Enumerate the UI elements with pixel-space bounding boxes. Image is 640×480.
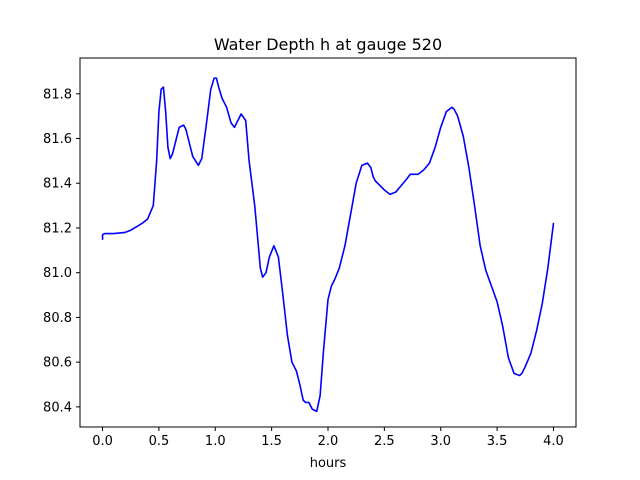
x-axis: 0.0 0.5 1.0 1.5 2.0 2.5 3.0 3.5 4.0 (92, 427, 564, 449)
x-tick-label: 0.5 (149, 434, 170, 449)
x-axis-label: hours (310, 456, 347, 471)
y-tick-label: 81.6 (43, 132, 72, 147)
x-tick-label: 2.0 (318, 434, 339, 449)
series-layer (101, 77, 555, 413)
x-tick-label: 4.0 (543, 434, 564, 449)
chart-title: Water Depth h at gauge 520 (214, 35, 442, 54)
y-tick-label: 80.4 (43, 400, 72, 415)
y-tick-label: 81.4 (43, 177, 72, 192)
x-tick-label: 1.0 (205, 434, 226, 449)
x-tick-label: 3.5 (487, 434, 508, 449)
y-tick-label: 80.8 (43, 311, 72, 326)
y-tick-label: 81.8 (43, 87, 72, 102)
x-tick-label: 3.0 (430, 434, 451, 449)
y-tick-label: 80.6 (43, 356, 72, 371)
y-tick-label: 81.0 (43, 266, 72, 281)
x-tick-label: 0.0 (92, 434, 113, 449)
y-tick-label: 81.2 (43, 221, 72, 236)
x-tick-label: 1.5 (261, 434, 282, 449)
series-line-0 (101, 77, 555, 413)
x-tick-label: 2.5 (374, 434, 395, 449)
y-axis: 80.4 80.6 80.8 81.0 81.2 81.4 81.6 81.8 (43, 87, 80, 415)
plot-area: 0.0 0.5 1.0 1.5 2.0 2.5 3.0 3.5 4.0 80.4 80.6 80.8… (43, 57, 577, 449)
